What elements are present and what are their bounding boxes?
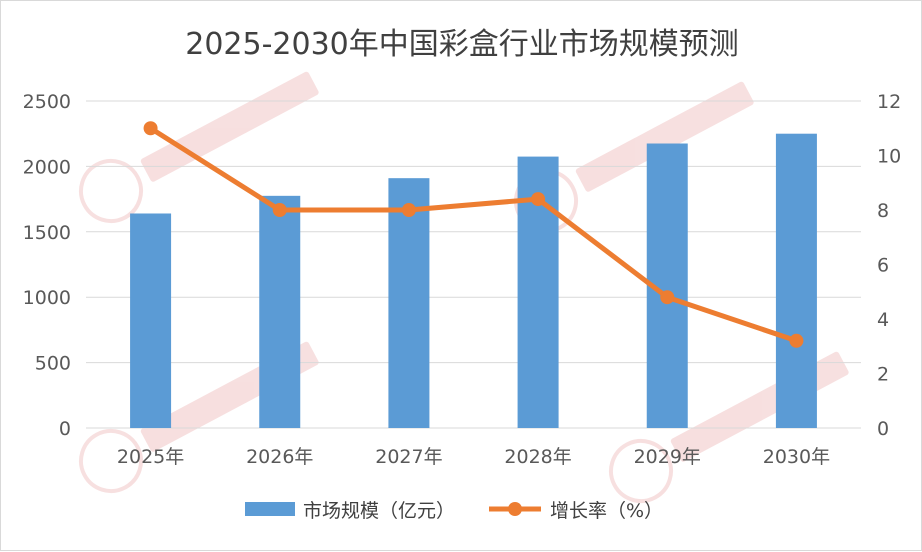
x-axis: 2025年 2026年 2027年 2028年 2029年 2030年 [117, 446, 830, 468]
line-point [401, 203, 416, 217]
left-tick-label: 2500 [23, 91, 71, 113]
growth-line [149, 126, 798, 344]
x-tick-label: 2027年 [375, 446, 442, 468]
bar [259, 195, 301, 428]
legend-swatch-bar [245, 502, 295, 516]
line-point [531, 192, 546, 207]
bar [775, 133, 817, 428]
x-tick-label: 2025年 [117, 446, 184, 468]
right-tick-label: 0 [877, 418, 889, 440]
line-point [143, 121, 158, 136]
left-axis: 0 500 1000 1500 2000 2500 [23, 91, 71, 440]
left-tick-label: 1000 [23, 287, 71, 309]
right-axis: 0 2 4 6 8 10 12 [877, 91, 901, 440]
legend-label-line: 增长率（%） [550, 500, 663, 522]
right-tick-label: 6 [877, 255, 889, 277]
line-point [789, 333, 804, 348]
right-tick-label: 2 [877, 364, 889, 386]
legend-swatch-marker [508, 502, 522, 516]
watermark-logo-ring [79, 159, 143, 223]
left-tick-label: 1500 [23, 222, 71, 244]
watermark-0 [79, 71, 319, 223]
x-tick-label: 2028年 [504, 446, 571, 468]
bar [130, 213, 172, 428]
watermark-logo-ring [79, 429, 143, 493]
watermark-layer [79, 71, 849, 503]
legend-label-bar: 市场规模（亿元） [303, 500, 455, 522]
left-tick-label: 0 [59, 418, 71, 440]
watermark-band [140, 71, 319, 182]
left-tick-label: 2000 [23, 156, 71, 178]
line-point [660, 290, 675, 305]
watermark-logo-ring [609, 439, 673, 503]
legend: 市场规模（亿元） 增长率（%） [245, 500, 663, 522]
watermark-band [575, 81, 754, 192]
x-tick-label: 2026年 [246, 446, 313, 468]
line-series [143, 121, 804, 348]
right-tick-label: 10 [877, 146, 901, 168]
x-tick-label: 2029年 [634, 446, 701, 468]
bar [388, 178, 430, 428]
chart-title: 2025-2030年中国彩盒行业市场规模预测 [185, 27, 739, 62]
right-tick-label: 8 [877, 200, 889, 222]
x-tick-label: 2030年 [763, 446, 830, 468]
line-point [272, 203, 287, 217]
right-tick-label: 12 [877, 91, 901, 113]
left-tick-label: 500 [35, 353, 71, 375]
right-tick-label: 4 [877, 309, 889, 331]
